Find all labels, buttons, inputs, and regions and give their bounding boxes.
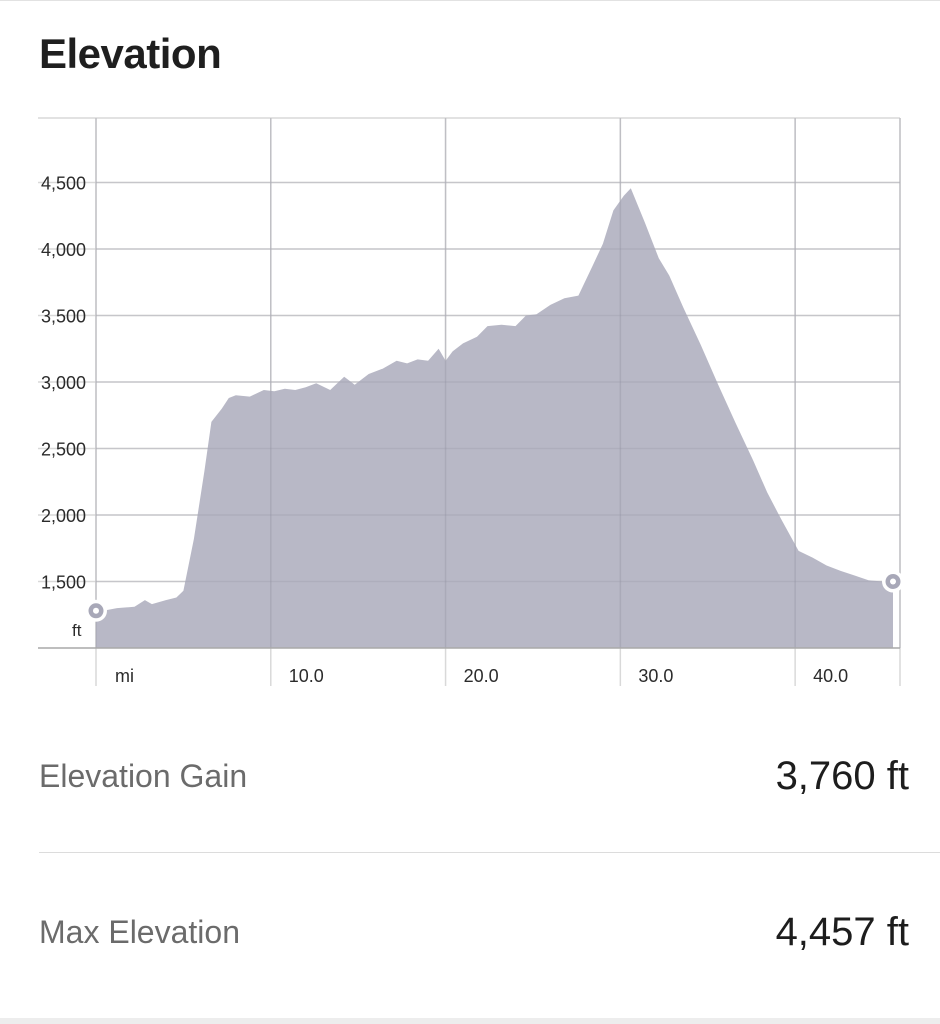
x-tick-label: 40.0 xyxy=(813,666,848,686)
x-tick-label: 30.0 xyxy=(638,666,673,686)
chart-axes xyxy=(38,118,901,649)
stat-max-elevation: Max Elevation 4,457 ft xyxy=(39,902,909,962)
max-elevation-value: 4,457 ft xyxy=(775,910,909,954)
x-axis-label: mi xyxy=(115,666,134,686)
x-tick-label: 20.0 xyxy=(464,666,499,686)
x-tick-label: 10.0 xyxy=(289,666,324,686)
y-tick-label: 3,000 xyxy=(41,373,86,393)
y-tick-label: 2,000 xyxy=(41,506,86,526)
y-tick-label: 4,500 xyxy=(41,174,86,194)
end-marker xyxy=(882,570,905,593)
y-tick-label: 1,500 xyxy=(41,573,86,593)
y-tick-label: 2,500 xyxy=(41,440,86,460)
stat-elevation-gain: Elevation Gain 3,760 ft xyxy=(39,746,909,806)
top-divider xyxy=(0,0,940,1)
start-marker xyxy=(85,599,107,622)
y-tick-label: 3,500 xyxy=(41,307,86,327)
elevation-area xyxy=(96,188,893,648)
elevation-gain-label: Elevation Gain xyxy=(39,758,248,794)
chart-tick-labels: 1,500 2,000 2,500 3,000 3,500 4,000 4,500 10.0 2… xyxy=(41,174,848,687)
marker-dot xyxy=(93,607,99,614)
marker-dot xyxy=(890,578,897,585)
stats-divider xyxy=(39,852,940,853)
chart-endpoint-markers xyxy=(85,570,905,622)
bottom-bar xyxy=(0,1018,940,1024)
page-title: Elevation xyxy=(39,30,222,77)
elevation-chart: 1,500 2,000 2,500 3,000 3,500 4,000 4,500 10.0 2… xyxy=(38,117,905,687)
y-tick-label: 4,000 xyxy=(41,240,86,260)
elevation-gain-value: 3,760 ft xyxy=(775,754,909,798)
y-axis-label: ft xyxy=(72,621,82,640)
max-elevation-label: Max Elevation xyxy=(39,914,240,950)
